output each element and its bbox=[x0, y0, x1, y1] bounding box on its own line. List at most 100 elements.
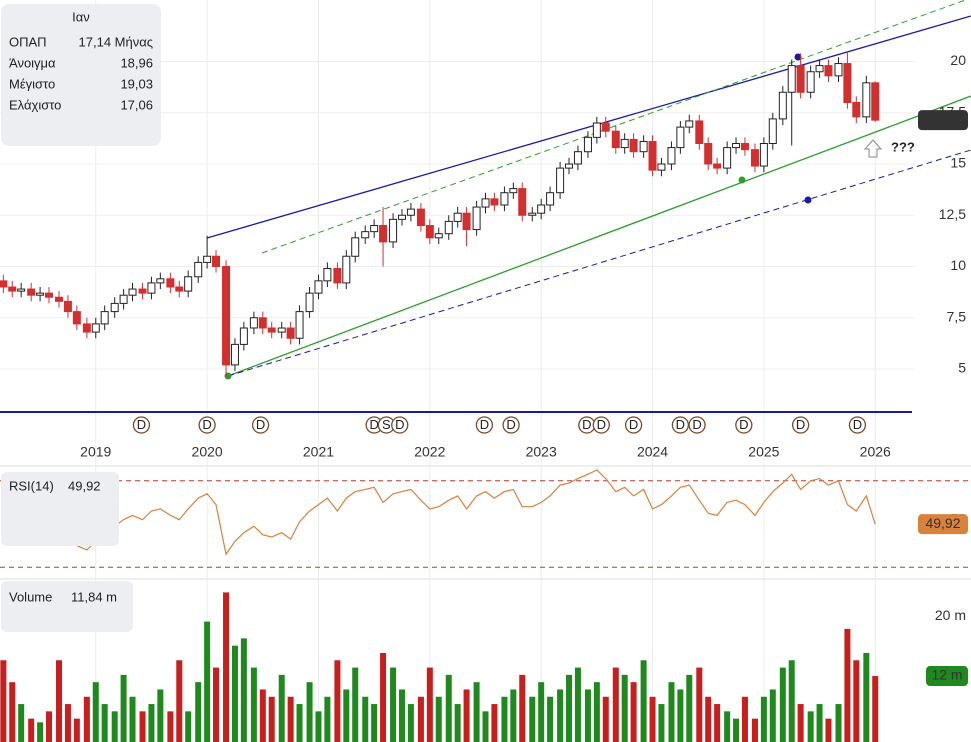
volume-tick-label: 20 m bbox=[935, 607, 966, 623]
volume-bar bbox=[268, 696, 275, 742]
volume-bar bbox=[482, 711, 489, 742]
rsi-line bbox=[3, 469, 876, 556]
volume-bar bbox=[167, 711, 174, 742]
candle-body bbox=[8, 286, 17, 292]
volume-bar bbox=[658, 704, 665, 742]
volume-bar bbox=[223, 592, 230, 742]
volume-bar bbox=[574, 667, 581, 742]
candle-body bbox=[787, 65, 796, 93]
candle-body bbox=[824, 65, 833, 77]
candle-body bbox=[82, 323, 91, 333]
candle-body bbox=[723, 147, 732, 169]
info-label: Μέγιστο bbox=[9, 76, 55, 91]
candle-body bbox=[27, 288, 36, 296]
dividend-marker bbox=[475, 416, 494, 434]
volume-bar bbox=[37, 722, 44, 742]
volume-bar bbox=[863, 652, 870, 742]
volume-bar bbox=[696, 667, 703, 742]
candle-body bbox=[778, 91, 787, 120]
volume-bar bbox=[83, 696, 90, 742]
volume-bar bbox=[584, 689, 591, 742]
volume-bar bbox=[463, 689, 470, 742]
volume-bar bbox=[129, 696, 136, 742]
rsi-legend-box bbox=[1, 472, 119, 546]
x-tick-label: 2026 bbox=[860, 444, 891, 460]
candle-body bbox=[119, 294, 128, 304]
volume-bar bbox=[649, 696, 656, 742]
volume-bar bbox=[352, 667, 359, 742]
volume-bar bbox=[538, 682, 545, 742]
y-tick-label: 15 bbox=[950, 155, 966, 171]
volume-bar bbox=[139, 711, 146, 742]
x-tick-label: 2022 bbox=[414, 444, 445, 460]
candle-body bbox=[546, 192, 555, 206]
dividend-label: S bbox=[382, 417, 391, 432]
candle-body bbox=[342, 255, 351, 284]
candle-body bbox=[194, 261, 203, 278]
candle-body bbox=[796, 65, 805, 93]
dividend-marker bbox=[624, 416, 643, 434]
dividend-label: D bbox=[137, 417, 146, 432]
volume-bar bbox=[259, 689, 266, 742]
y-tick-label: 7,5 bbox=[947, 308, 967, 324]
dividend-marker bbox=[688, 416, 706, 434]
pivot-dot bbox=[794, 53, 802, 61]
candle-body bbox=[100, 311, 109, 325]
rsi-tag bbox=[918, 514, 968, 535]
candle-body bbox=[222, 266, 231, 366]
volume-bar bbox=[362, 696, 369, 742]
candle-body bbox=[537, 204, 546, 214]
dividend-label: D bbox=[739, 417, 748, 432]
volume-current: 11,84 m bbox=[71, 589, 117, 604]
dividend-label: D bbox=[506, 417, 515, 432]
volume-bar bbox=[630, 682, 637, 742]
volume-bar bbox=[445, 674, 452, 742]
candle-body bbox=[44, 292, 53, 298]
support-dashed bbox=[227, 149, 971, 377]
volume-name: Volume bbox=[9, 589, 52, 604]
volume-bar bbox=[612, 667, 619, 742]
volume-bar bbox=[741, 696, 748, 742]
volume-bar bbox=[417, 696, 424, 742]
volume-bar bbox=[324, 696, 331, 742]
volume-bar bbox=[92, 682, 99, 742]
volume-tag-label: 12 m bbox=[931, 667, 962, 683]
volume-bar bbox=[835, 704, 842, 742]
candle-body bbox=[601, 122, 610, 132]
dividend-label: D bbox=[202, 417, 211, 432]
candle-body bbox=[528, 212, 537, 216]
candle-body bbox=[286, 327, 295, 339]
dividend-label: D bbox=[480, 417, 489, 432]
volume-bar bbox=[797, 704, 804, 742]
volume-bar bbox=[56, 660, 63, 742]
volume-bar bbox=[9, 682, 16, 742]
volume-bar bbox=[769, 689, 776, 742]
candle-body bbox=[416, 208, 425, 227]
candle-body bbox=[72, 311, 81, 325]
arrow-up bbox=[863, 139, 883, 158]
candle-body bbox=[91, 323, 100, 333]
dividend-marker bbox=[848, 416, 867, 434]
annotation: ??? bbox=[891, 139, 915, 154]
pivot-dot bbox=[804, 196, 812, 204]
y-tick-label: 10 bbox=[950, 257, 966, 273]
info-texts: Ιαν ΟΠΑΠ 17,14 Μήνας Άνοιγμα 18,96 Μέγισ… bbox=[9, 9, 915, 604]
volume-bar bbox=[714, 704, 721, 742]
volume-legend-box bbox=[1, 581, 133, 632]
info-period: Ιαν bbox=[72, 9, 90, 24]
candle-body bbox=[657, 163, 666, 171]
volume-bar bbox=[519, 674, 526, 742]
pivot-dot bbox=[738, 176, 746, 184]
candle-body bbox=[110, 302, 119, 313]
candle-body bbox=[843, 63, 852, 103]
volume-bar bbox=[176, 660, 183, 742]
candle-body bbox=[685, 120, 694, 128]
dividend-marker bbox=[132, 416, 151, 434]
info-label: Άνοιγμα bbox=[9, 55, 56, 70]
volume-bar bbox=[398, 689, 405, 742]
candle-body bbox=[370, 225, 379, 233]
candle-body bbox=[267, 327, 276, 333]
dividend-label: D bbox=[676, 417, 685, 432]
candle-body bbox=[434, 233, 443, 239]
channel-dashed bbox=[261, 0, 967, 254]
